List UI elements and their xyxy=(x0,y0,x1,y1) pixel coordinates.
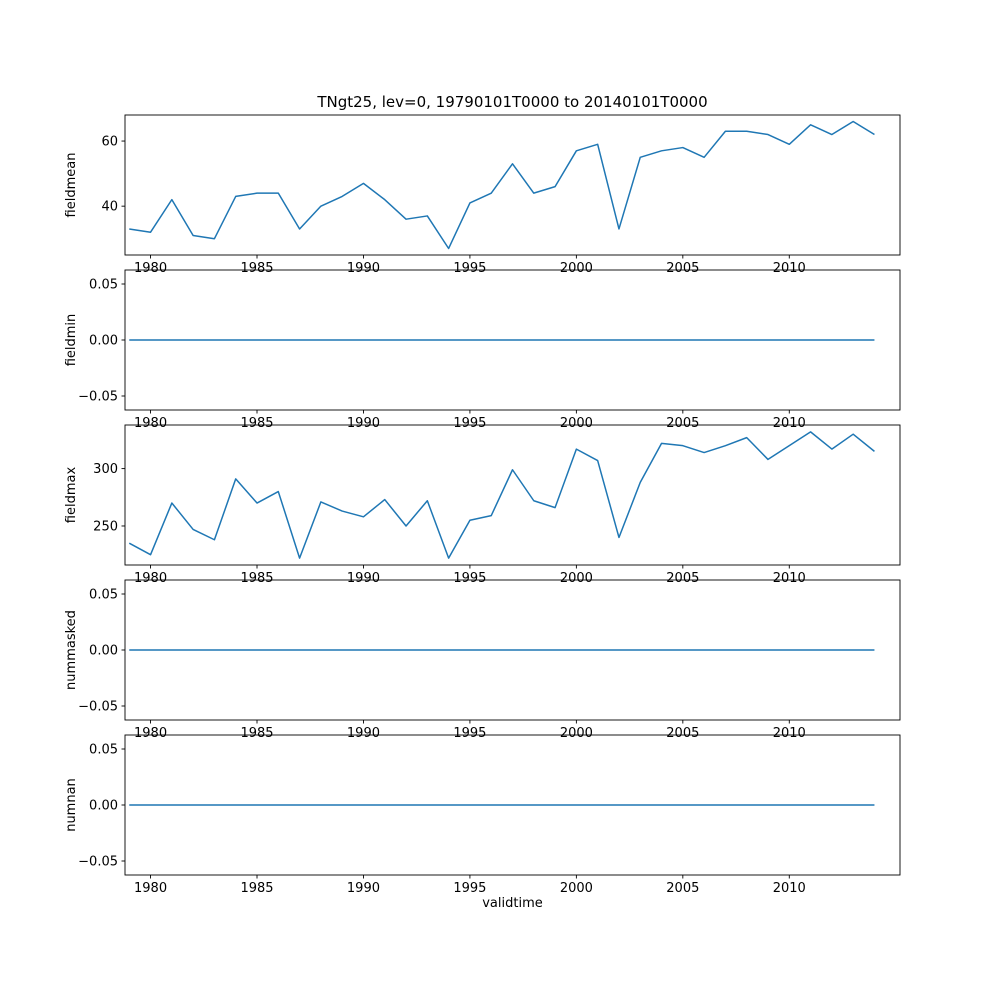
y-tick-label: −0.05 xyxy=(78,855,118,870)
x-tick-label: 1995 xyxy=(453,881,486,896)
x-tick-label: 2010 xyxy=(773,726,806,741)
x-tick-label: 1985 xyxy=(240,726,273,741)
x-tick-label: 2010 xyxy=(773,416,806,431)
subplot-fieldmax: 250 300 1980 1985 1990 1995 2000 2005 2010 fieldm… xyxy=(64,424,901,586)
x-tick-label: 1990 xyxy=(347,261,380,276)
x-tick-label: 1990 xyxy=(347,881,380,896)
x-tick-label: 1985 xyxy=(240,261,273,276)
x-tick-label: 1985 xyxy=(240,881,273,896)
y-tick-label: 0.00 xyxy=(89,799,118,814)
x-tick-label: 1990 xyxy=(347,571,380,586)
y-tick-label: 0.05 xyxy=(89,743,118,758)
y-tick-label: −0.05 xyxy=(78,390,118,405)
x-tick-label: 1980 xyxy=(134,571,167,586)
y-tick-label: 0.00 xyxy=(89,334,118,349)
x-tick-label: 1980 xyxy=(134,881,167,896)
x-tick-label: 2000 xyxy=(560,881,593,896)
x-tick-label: 2000 xyxy=(560,416,593,431)
y-tick-label: −0.05 xyxy=(78,700,118,715)
x-tick-label: 1985 xyxy=(240,571,273,586)
y-axis-label: fieldmin xyxy=(64,314,79,367)
subplot-nummasked: −0.05 0.00 0.05 1980 1985 1990 1995 2000 2005 201… xyxy=(64,579,901,741)
plot-title: TNgt25, lev=0, 19790101T0000 to 20140101… xyxy=(317,93,708,111)
series-line-fieldmax xyxy=(128,431,875,559)
x-tick-label: 2005 xyxy=(666,261,699,276)
x-tick-label: 2005 xyxy=(666,726,699,741)
x-tick-label: 2000 xyxy=(560,261,593,276)
y-axis-label: fieldmean xyxy=(64,153,79,218)
y-tick-label: 60 xyxy=(101,135,118,150)
axes-frame xyxy=(124,114,901,256)
y-axis-label: fieldmax xyxy=(64,467,79,524)
axes-frame xyxy=(124,424,901,566)
y-tick-label: 0.05 xyxy=(89,278,118,293)
y-tick-label: 250 xyxy=(93,519,118,534)
y-axis-label: numnan xyxy=(64,778,79,832)
x-tick-label: 2010 xyxy=(773,261,806,276)
x-tick-label: 1985 xyxy=(240,416,273,431)
x-tick-label: 1990 xyxy=(347,416,380,431)
y-tick-label: 0.05 xyxy=(89,588,118,603)
x-tick-label: 2010 xyxy=(773,881,806,896)
x-tick-label: 1990 xyxy=(347,726,380,741)
x-tick-label: 1980 xyxy=(134,261,167,276)
x-tick-label: 1995 xyxy=(453,261,486,276)
x-tick-label: 2005 xyxy=(666,571,699,586)
x-tick-label: 1980 xyxy=(134,726,167,741)
x-tick-label: 2000 xyxy=(560,726,593,741)
x-tick-label: 2000 xyxy=(560,571,593,586)
x-tick-label: 1995 xyxy=(453,726,486,741)
y-tick-label: 300 xyxy=(93,462,118,477)
x-axis-label: validtime xyxy=(482,896,543,911)
subplot-fieldmean: 40 60 1980 1985 1990 1995 2000 2005 2010 fieldmea… xyxy=(64,114,901,276)
x-tick-label: 1980 xyxy=(134,416,167,431)
x-tick-label: 1995 xyxy=(453,571,486,586)
y-tick-label: 0.00 xyxy=(89,644,118,659)
subplot-numnan: −0.05 0.00 0.05 1980 1985 1990 1995 2000 2005 201… xyxy=(64,734,901,896)
series-line-fieldmean xyxy=(129,120,875,250)
x-tick-label: 1995 xyxy=(453,416,486,431)
y-tick-label: 40 xyxy=(101,200,118,215)
x-tick-label: 2005 xyxy=(666,416,699,431)
x-tick-label: 2010 xyxy=(773,571,806,586)
x-tick-label: 2005 xyxy=(666,881,699,896)
y-axis-label: nummasked xyxy=(64,610,79,690)
subplot-fieldmin: −0.05 0.00 0.05 1980 1985 1990 1995 2000 2005 201… xyxy=(64,269,901,431)
